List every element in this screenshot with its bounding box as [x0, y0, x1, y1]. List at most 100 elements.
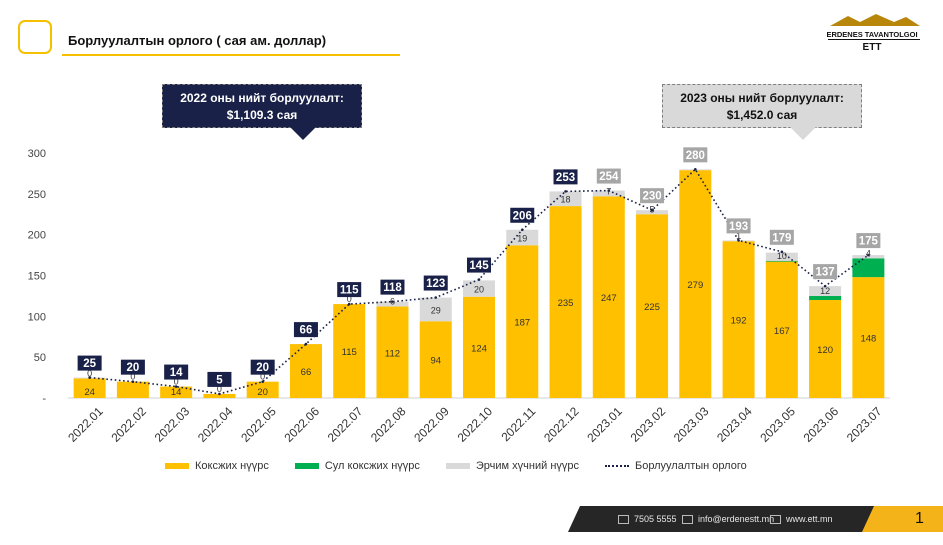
x-tick-label: 2023.02 [628, 404, 669, 445]
coking-value-label: 225 [644, 302, 660, 313]
x-tick-label: 2022.11 [498, 404, 538, 444]
coking-value-label: 115 [342, 347, 357, 358]
revenue-point [564, 190, 567, 193]
total-label: 145 [469, 260, 489, 272]
total-label-box [207, 371, 232, 387]
bar-segment [765, 260, 798, 262]
logo-badge [18, 20, 52, 54]
x-tick-label: 2022.07 [325, 404, 366, 445]
coking-value-label: 148 [860, 334, 876, 345]
total-label: 20 [126, 362, 139, 374]
x-tick-label: 2023.04 [714, 404, 755, 445]
total-label-box [337, 282, 362, 298]
revenue-point [347, 302, 351, 306]
bar-segment [592, 190, 625, 197]
coking-value-label: 235 [558, 298, 574, 309]
callout-2023-total: 2023 оны нийт борлуулалт: $1,452.0 сая [662, 84, 862, 128]
callout-2023-tail [790, 127, 816, 140]
web-icon [770, 514, 781, 524]
total-label-box [510, 207, 535, 223]
revenue-point [304, 342, 308, 346]
thermal-value-label: 6 [390, 297, 395, 307]
total-label-box [293, 322, 318, 338]
y-tick-label: 150 [28, 271, 46, 283]
x-tick-label: 2022.03 [152, 404, 193, 445]
thermal-value-label: 29 [431, 305, 441, 315]
callout-2023-line2: $1,452.0 сая [726, 108, 798, 122]
bar-segment [549, 206, 582, 398]
revenue-point [694, 168, 697, 171]
thermal-value-label: 4 [866, 248, 871, 258]
page-number: 1 [915, 510, 924, 527]
thermal-value-label: 20 [474, 285, 484, 295]
x-tick-label: 2023.06 [801, 404, 842, 445]
y-tick-label: 250 [28, 189, 46, 201]
revenue-point [88, 376, 91, 379]
coking-value-label: 192 [731, 316, 747, 327]
total-label: 123 [426, 278, 445, 290]
legend-swatch-revenue [605, 465, 630, 467]
brand-name: ERDENES TAVANTOLGOI [826, 30, 917, 39]
coking-value-label: 247 [601, 293, 617, 304]
revenue-point [477, 278, 481, 281]
thermal-value-label: 7 [606, 186, 611, 196]
bar-segment [463, 296, 495, 398]
bar-segment [376, 301, 409, 307]
revenue-point [780, 250, 784, 254]
legend-label-coking: Коксжих нүүрс [195, 460, 269, 472]
footer-web[interactable]: www.ett.mn [770, 514, 833, 524]
brand-logo: ERDENES TAVANTOLGOI ETT [826, 14, 920, 52]
x-tick-label: 2022.02 [108, 404, 149, 445]
x-tick-label: 2022.09 [411, 404, 452, 445]
thermal-value-label: 0 [347, 294, 352, 304]
coking-value-label: 167 [774, 326, 790, 337]
bar-segment [636, 214, 669, 398]
coking-value-label: 24 [84, 387, 95, 398]
phone-icon [618, 514, 629, 524]
revenue-point [261, 380, 264, 383]
total-label: 20 [256, 362, 269, 374]
title-underline [62, 54, 400, 56]
footer-phone-text: 7505 5555 [634, 514, 677, 524]
callout-2022-total: 2022 оны нийт борлуулалт: $1,109.3 сая [162, 84, 362, 128]
bar-segment [376, 306, 409, 398]
total-label-box [683, 147, 708, 163]
bar-segment [246, 381, 279, 398]
thermal-value-label: 0 [174, 377, 179, 387]
bar-segment [333, 304, 366, 398]
total-label: 230 [642, 191, 661, 203]
coking-value-label: 279 [687, 280, 703, 291]
legend-label-thermal: Эрчим хүчний нүүрс [475, 460, 580, 472]
total-label-box [120, 359, 145, 375]
bar-segment [506, 229, 539, 246]
bar-segment [160, 386, 193, 398]
bar-segment [679, 170, 712, 398]
total-label: 254 [599, 171, 619, 183]
x-tick-label: 2022.12 [541, 404, 582, 445]
total-label-box [250, 359, 275, 375]
legend-item-loose: Сул коксжих нүүрс [294, 460, 420, 472]
total-label: 175 [859, 236, 879, 248]
total-label-box [596, 168, 621, 184]
x-tick-label: 2022.05 [238, 404, 279, 445]
bar-segment [203, 393, 236, 398]
revenue-point [391, 300, 394, 303]
footer-email[interactable]: info@erdenestt.mn [682, 514, 774, 524]
total-label: 5 [216, 374, 223, 386]
total-label: 118 [383, 282, 402, 294]
legend-item-thermal: Эрчим хүчний нүүрс [445, 460, 580, 472]
bar-segment [809, 295, 842, 300]
x-tick-label: 2023.01 [584, 404, 625, 445]
total-label: 115 [340, 285, 359, 297]
mail-icon [682, 514, 693, 524]
x-tick-label: 2022.10 [455, 404, 496, 445]
coking-value-label: 20 [257, 387, 268, 398]
thermal-value-label: 18 [561, 195, 571, 205]
total-label-box [553, 169, 578, 185]
total-label: 206 [513, 210, 532, 222]
footer-phone: 7505 5555 [618, 514, 677, 524]
bar-segment [463, 280, 495, 297]
x-tick-label: 2023.05 [757, 404, 798, 445]
bar-segment [765, 252, 798, 261]
bar-segment [722, 241, 755, 398]
